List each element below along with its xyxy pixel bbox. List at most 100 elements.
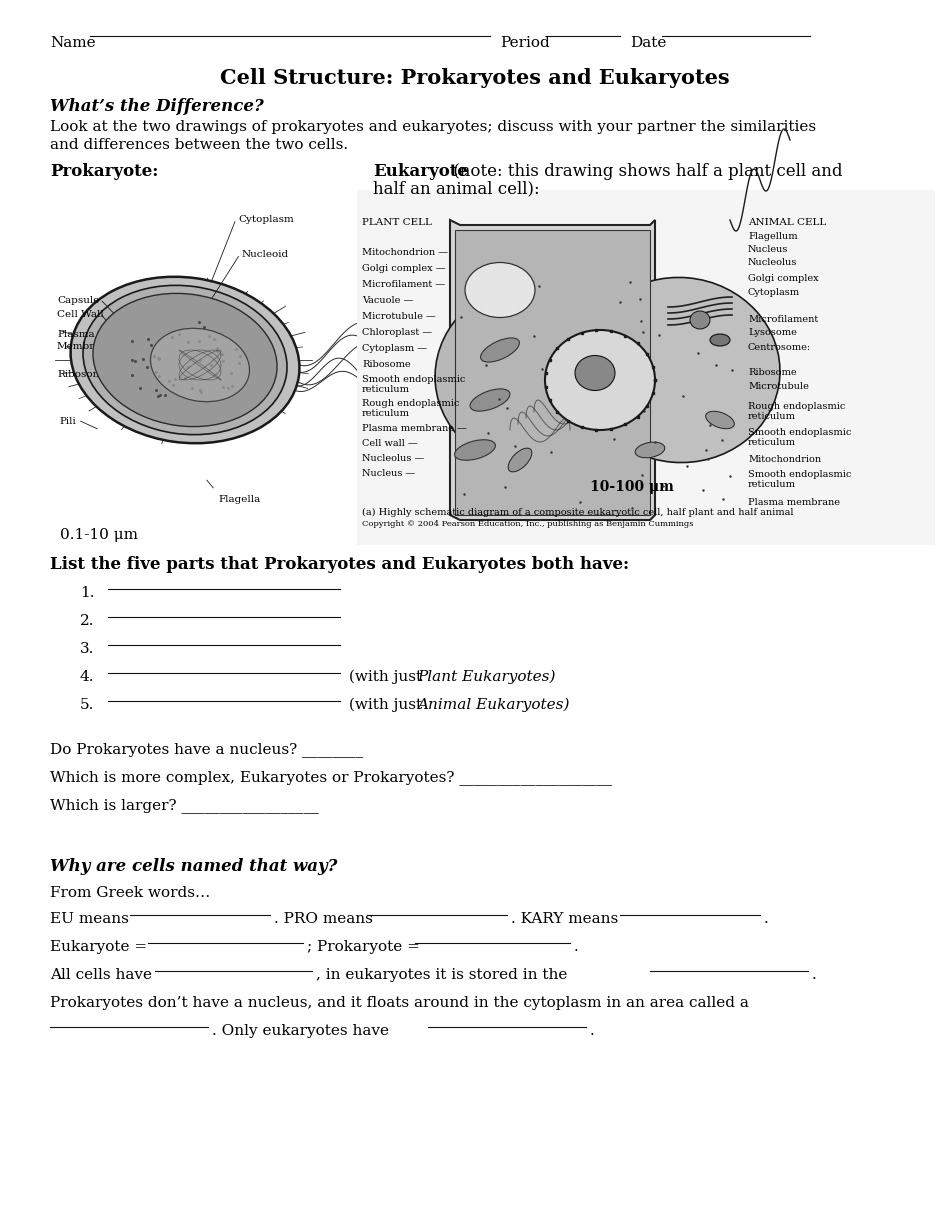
Text: Mitochondrion: Mitochondrion (748, 455, 821, 464)
Text: 0.1-10 μm: 0.1-10 μm (60, 528, 138, 542)
Text: .: . (590, 1025, 595, 1038)
Text: 1.: 1. (80, 585, 94, 600)
Text: Look at the two drawings of prokaryotes and eukaryotes; discuss with your partne: Look at the two drawings of prokaryotes … (50, 121, 816, 134)
Text: (with just: (with just (344, 697, 427, 712)
Text: Ribosome: Ribosome (748, 368, 797, 378)
Text: reticulum: reticulum (748, 480, 796, 490)
Text: (a) Highly schematic diagram of a composite eukaryotic cell, half plant and half: (a) Highly schematic diagram of a compos… (362, 508, 793, 517)
Text: Membrane: Membrane (57, 342, 114, 351)
Text: Cytoplasm: Cytoplasm (238, 215, 294, 224)
Text: Golgi complex —: Golgi complex — (362, 264, 446, 273)
Text: Microtubule: Microtubule (748, 383, 808, 391)
Ellipse shape (710, 335, 730, 346)
Text: Flagella: Flagella (218, 494, 260, 504)
Text: Microfilament: Microfilament (748, 315, 818, 323)
Text: All cells have: All cells have (50, 968, 157, 982)
Text: Cytoplasm —: Cytoplasm — (362, 344, 427, 353)
Text: Microfilament —: Microfilament — (362, 280, 446, 289)
Text: Nucleus —: Nucleus — (362, 469, 415, 478)
Text: . PRO means: . PRO means (274, 911, 378, 926)
Text: 3.: 3. (80, 642, 94, 656)
Ellipse shape (706, 411, 734, 429)
Text: Lysosome: Lysosome (748, 328, 797, 337)
Text: Cytoplasm: Cytoplasm (748, 288, 800, 296)
Text: 5.: 5. (80, 697, 94, 712)
Text: EU means: EU means (50, 911, 134, 926)
Ellipse shape (70, 277, 299, 443)
Text: Cell Structure: Prokaryotes and Eukaryotes: Cell Structure: Prokaryotes and Eukaryot… (220, 68, 730, 89)
Ellipse shape (481, 338, 520, 362)
Text: half an animal cell):: half an animal cell): (373, 180, 540, 197)
Text: . Only eukaryotes have: . Only eukaryotes have (212, 1025, 394, 1038)
Ellipse shape (545, 330, 655, 430)
Text: .: . (812, 968, 817, 982)
Text: Name: Name (50, 36, 96, 50)
Ellipse shape (580, 278, 780, 462)
Ellipse shape (636, 442, 665, 458)
Text: (note: this drawing shows half a plant cell and: (note: this drawing shows half a plant c… (448, 164, 843, 180)
Text: Flagellum: Flagellum (748, 232, 798, 241)
Text: Smooth endoplasmic: Smooth endoplasmic (748, 428, 851, 437)
Text: Ribosomes: Ribosomes (57, 370, 114, 379)
Text: Ribosome: Ribosome (362, 360, 410, 369)
Text: 10-100 μm: 10-100 μm (590, 480, 674, 494)
Text: Rough endoplasmic: Rough endoplasmic (748, 402, 846, 411)
Text: Period: Period (500, 36, 550, 50)
Text: Eukaryote: Eukaryote (373, 164, 467, 180)
Text: .: . (764, 911, 769, 926)
Text: Golgi complex: Golgi complex (748, 274, 819, 283)
Text: Centrosome:: Centrosome: (748, 343, 811, 352)
Text: Eukaryote =: Eukaryote = (50, 940, 152, 954)
FancyBboxPatch shape (357, 189, 935, 545)
Text: Prokaryotes don’t have a nucleus, and it floats around in the cytoplasm in an ar: Prokaryotes don’t have a nucleus, and it… (50, 996, 749, 1010)
Text: and differences between the two cells.: and differences between the two cells. (50, 138, 348, 153)
Text: PLANT CELL: PLANT CELL (362, 218, 432, 228)
Text: Pili: Pili (59, 417, 76, 426)
Text: Capsule: Capsule (57, 296, 100, 305)
Text: Plasma membrane —: Plasma membrane — (362, 424, 466, 433)
Text: Cell wall —: Cell wall — (362, 439, 418, 448)
Text: Rough endoplasmic: Rough endoplasmic (362, 399, 460, 408)
Text: reticulum: reticulum (748, 438, 796, 446)
Text: Vacuole —: Vacuole — (362, 296, 413, 305)
Text: Smooth endoplasmic: Smooth endoplasmic (362, 375, 466, 384)
Ellipse shape (93, 294, 277, 427)
Text: reticulum: reticulum (362, 410, 410, 418)
Text: .: . (574, 940, 579, 954)
Text: Plant Eukaryotes): Plant Eukaryotes) (417, 670, 556, 684)
Text: Nucleoid: Nucleoid (242, 250, 289, 260)
Polygon shape (450, 220, 655, 520)
Text: reticulum: reticulum (748, 412, 796, 421)
Text: 2.: 2. (80, 614, 94, 629)
Ellipse shape (575, 355, 615, 390)
Text: Do Prokaryotes have a nucleus? ________: Do Prokaryotes have a nucleus? ________ (50, 742, 363, 756)
Text: Which is more complex, Eukaryotes or Prokaryotes? ____________________: Which is more complex, Eukaryotes or Pro… (50, 770, 612, 785)
FancyBboxPatch shape (455, 230, 650, 515)
Text: Why are cells named that way?: Why are cells named that way? (50, 859, 337, 875)
Text: Nucleus: Nucleus (748, 245, 788, 255)
Text: Smooth endoplasmic: Smooth endoplasmic (748, 470, 851, 478)
Text: Cell Wall: Cell Wall (57, 310, 104, 319)
Text: Mitochondrion —: Mitochondrion — (362, 248, 448, 257)
Ellipse shape (470, 389, 510, 411)
Text: , in eukaryotes it is stored in the: , in eukaryotes it is stored in the (316, 968, 572, 982)
Ellipse shape (435, 280, 645, 470)
Text: List the five parts that Prokaryotes and Eukaryotes both have:: List the five parts that Prokaryotes and… (50, 556, 629, 573)
Text: . KARY means: . KARY means (511, 911, 623, 926)
Text: Animal Eukaryotes): Animal Eukaryotes) (417, 697, 569, 712)
Text: From Greek words…: From Greek words… (50, 886, 210, 900)
Text: Plasma: Plasma (57, 330, 95, 339)
Ellipse shape (455, 440, 495, 460)
Text: Date: Date (630, 36, 666, 50)
Ellipse shape (465, 262, 535, 317)
Text: Chloroplast —: Chloroplast — (362, 328, 432, 337)
Text: Which is larger? __________________: Which is larger? __________________ (50, 798, 319, 813)
Text: ANIMAL CELL: ANIMAL CELL (748, 218, 826, 228)
Text: Copyright © 2004 Pearson Education, Inc., publishing as Benjamin Cummings: Copyright © 2004 Pearson Education, Inc.… (362, 520, 694, 528)
Text: ; Prokaryote =: ; Prokaryote = (307, 940, 425, 954)
Text: reticulum: reticulum (362, 385, 410, 394)
Ellipse shape (508, 448, 532, 472)
Text: (with just: (with just (344, 670, 427, 684)
Text: Prokaryote:: Prokaryote: (50, 164, 159, 180)
Text: Microtubule —: Microtubule — (362, 312, 436, 321)
